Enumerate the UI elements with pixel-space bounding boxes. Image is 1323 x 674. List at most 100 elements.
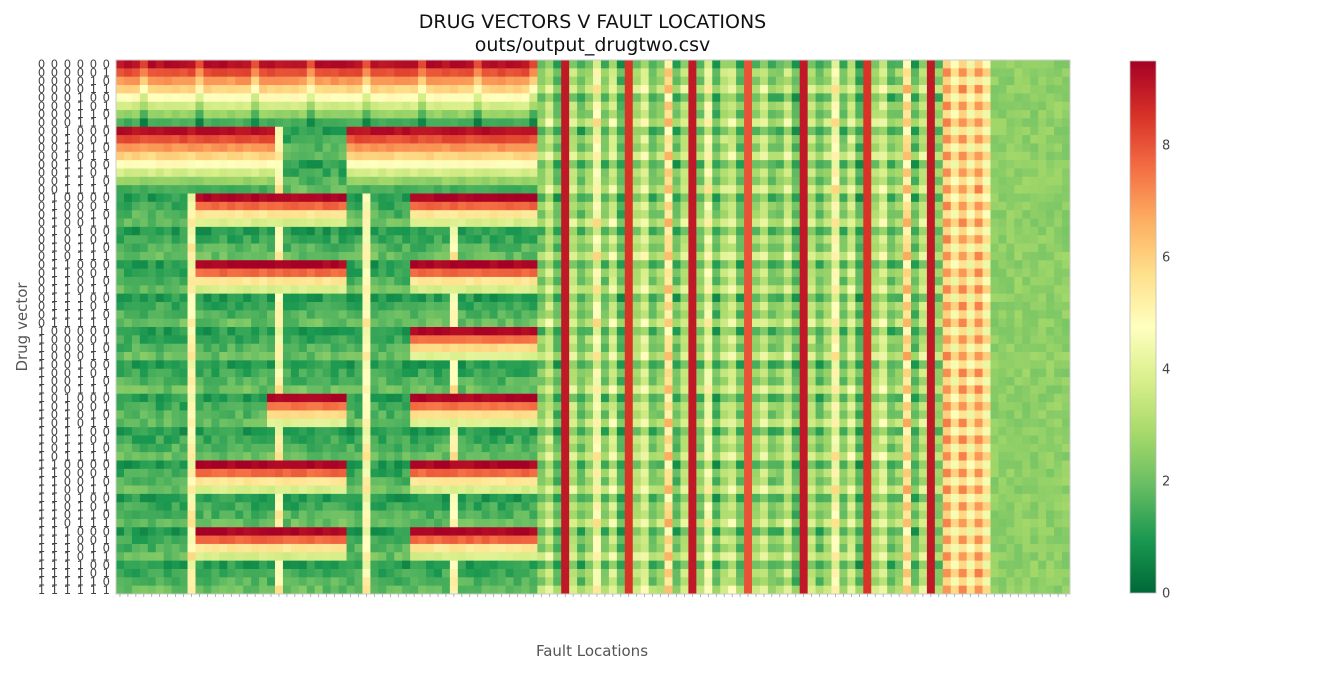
heatmap-cell [227, 335, 236, 345]
heatmap-cell [879, 126, 888, 136]
heatmap-cell [775, 268, 785, 278]
heatmap-cell [354, 335, 363, 345]
heatmap-cell [728, 301, 737, 311]
heatmap-cell [219, 385, 228, 395]
heatmap-cell [600, 60, 610, 69]
heatmap-cell [314, 60, 324, 69]
heatmap-cell [974, 68, 983, 78]
heatmap-cell [561, 360, 570, 370]
heatmap-cell [378, 85, 387, 94]
heatmap-cell [569, 377, 578, 386]
heatmap-cell [147, 218, 157, 228]
heatmap-cell [1014, 285, 1023, 295]
heatmap-cell [394, 93, 403, 103]
heatmap-cell [744, 110, 753, 119]
heatmap-cell [1030, 185, 1039, 194]
heatmap-cell [680, 360, 689, 370]
heatmap-cell [767, 101, 777, 111]
heatmap-cell [680, 393, 689, 403]
heatmap-cell [163, 343, 173, 353]
heatmap-cell [116, 210, 125, 219]
heatmap-cell [720, 268, 729, 278]
heatmap-cell [346, 327, 355, 336]
heatmap-cell [815, 60, 824, 69]
heatmap-cell [672, 235, 681, 244]
heatmap-cell [704, 276, 713, 286]
heatmap-cell [728, 327, 737, 336]
heatmap-cell [211, 60, 220, 69]
heatmap-cell [950, 235, 960, 244]
heatmap-cell [521, 218, 530, 228]
heatmap-cell [600, 168, 610, 178]
heatmap-cell [497, 226, 506, 236]
heatmap-cell [267, 118, 276, 128]
heatmap-cell [950, 393, 960, 403]
heatmap-cell [799, 243, 809, 253]
heatmap-cell [545, 368, 554, 378]
heatmap-cell [505, 110, 514, 119]
heatmap-cell [330, 185, 339, 194]
heatmap-cell [529, 377, 538, 386]
heatmap-cell [688, 118, 697, 128]
heatmap-cell [807, 85, 816, 94]
heatmap-cell [736, 85, 745, 94]
heatmap-cell [203, 260, 212, 269]
heatmap-cell [513, 193, 522, 203]
heatmap-cell [950, 60, 960, 69]
heatmap-cell [219, 368, 228, 378]
heatmap-cell [243, 168, 252, 178]
heatmap-cell [847, 218, 856, 228]
heatmap-cell [418, 310, 427, 320]
heatmap-cell [998, 360, 1007, 370]
heatmap-cell [783, 143, 793, 153]
heatmap-cell [974, 276, 983, 286]
heatmap-cell [752, 260, 761, 269]
heatmap-cell [275, 285, 284, 295]
heatmap-cell [640, 160, 650, 169]
heatmap-cell [370, 293, 379, 303]
heatmap-cell [982, 76, 991, 86]
heatmap-cell [131, 235, 141, 244]
heatmap-cell [243, 118, 252, 128]
heatmap-cell [298, 176, 308, 186]
heatmap-cell [823, 385, 832, 395]
heatmap-cell [338, 76, 347, 86]
heatmap-cell [330, 268, 339, 278]
heatmap-cell [704, 176, 713, 186]
heatmap-cell [386, 185, 395, 194]
heatmap-cell [521, 160, 530, 169]
heatmap-cell [911, 393, 920, 403]
heatmap-cell [1046, 110, 1055, 119]
heatmap-cell [656, 385, 665, 395]
heatmap-cell [1046, 260, 1055, 269]
heatmap-cell [807, 268, 816, 278]
heatmap-cell [1006, 327, 1015, 336]
heatmap-cell [680, 235, 689, 244]
heatmap-cell [330, 110, 339, 119]
heatmap-cell [155, 368, 165, 378]
heatmap-cell [330, 85, 339, 94]
heatmap-cell [481, 160, 491, 169]
heatmap-cell [219, 176, 228, 186]
heatmap-cell [116, 402, 125, 411]
heatmap-cell [473, 151, 483, 161]
heatmap-cell [267, 402, 276, 411]
heatmap-cell [911, 226, 920, 236]
heatmap-cell [736, 210, 745, 219]
heatmap-cell [863, 377, 872, 386]
heatmap-cell [1014, 377, 1023, 386]
heatmap-cell [569, 368, 578, 378]
heatmap-cell [1022, 143, 1031, 153]
heatmap-cell [1038, 168, 1047, 178]
heatmap-cell [513, 118, 522, 128]
heatmap-cell [473, 118, 483, 128]
heatmap-cell [314, 293, 324, 303]
heatmap-cell [672, 385, 681, 395]
heatmap-cell [1022, 260, 1031, 269]
heatmap-cell [1054, 360, 1063, 370]
chart-title: DRUG VECTORS V FAULT LOCATIONS [418, 11, 767, 33]
heatmap-cell [521, 377, 530, 386]
heatmap-cell [1030, 93, 1039, 103]
heatmap-cell [680, 60, 689, 69]
heatmap-cell [171, 118, 180, 128]
